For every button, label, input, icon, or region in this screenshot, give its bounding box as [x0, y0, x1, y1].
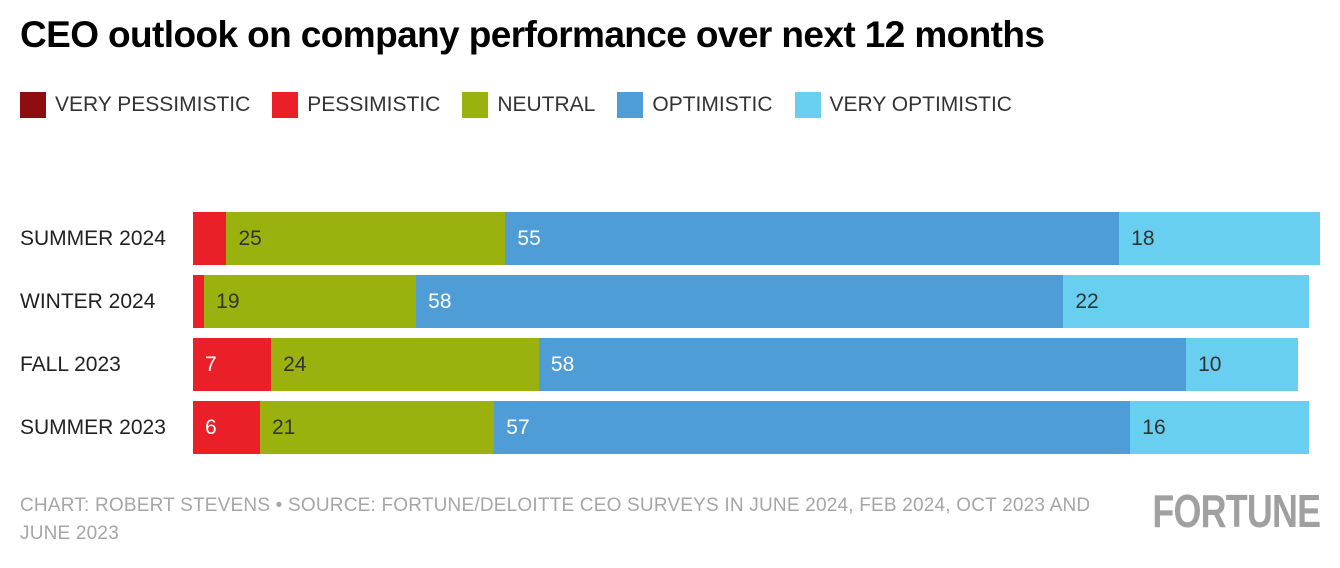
- bar-segment-very-optimistic: 22: [1063, 275, 1309, 328]
- bar-value-label: 10: [1198, 353, 1222, 376]
- footer: CHART: ROBERT STEVENS • SOURCE: FORTUNE/…: [20, 485, 1321, 547]
- chart-row-fall-2023: FALL 2023 7 24 58 10: [20, 338, 1320, 391]
- bar-segment-neutral: 19: [204, 275, 417, 328]
- legend-item-very-pessimistic: VERY PESSIMISTIC: [20, 92, 250, 118]
- legend-label: VERY PESSIMISTIC: [55, 93, 251, 116]
- stacked-bar: 25 55 18: [193, 212, 1320, 265]
- bar-segment-very-optimistic: 16: [1130, 401, 1309, 454]
- bar-track: 25 55 18: [193, 212, 1320, 265]
- bar-value-label: 21: [271, 416, 296, 439]
- bar-segment-neutral: 21: [259, 401, 495, 454]
- legend: VERY PESSIMISTIC PESSIMISTIC NEUTRAL OPTIMI…: [20, 92, 1034, 118]
- bar-value-label: 6: [205, 416, 217, 439]
- category-label: WINTER 2024: [20, 289, 156, 313]
- chart-row-summer-2024: SUMMER 2024 25 55 18: [20, 212, 1320, 265]
- category-label: SUMMER 2023: [20, 415, 166, 439]
- stacked-bar: 7 24 58 10: [193, 338, 1298, 391]
- legend-label: VERY OPTIMISTIC: [829, 93, 1012, 116]
- legend-item-very-optimistic: VERY OPTIMISTIC: [794, 92, 1012, 118]
- fortune-logo: FORTUNE: [1152, 485, 1321, 537]
- bar-value-label: 25: [238, 227, 262, 250]
- chart-row-winter-2024: WINTER 2024 19 58 22: [20, 275, 1320, 328]
- bar-segment-optimistic: 55: [505, 212, 1120, 265]
- bar-track: 19 58 22: [193, 275, 1320, 328]
- bar-value-label: 57: [506, 416, 530, 439]
- legend-item-pessimistic: PESSIMISTIC: [272, 92, 440, 118]
- legend-item-neutral: NEUTRAL: [462, 92, 595, 118]
- stacked-bar: 6 21 57 16: [193, 401, 1309, 454]
- bar-value-label: 19: [216, 290, 240, 313]
- legend-label: NEUTRAL: [497, 93, 596, 116]
- bar-segment-very-optimistic: 18: [1119, 212, 1320, 265]
- bar-segment-pessimistic: 7: [193, 338, 272, 391]
- bar-value-label: 7: [205, 353, 217, 376]
- bar-segment-neutral: 25: [226, 212, 506, 265]
- legend-swatch-icon: [617, 92, 644, 118]
- bar-value-label: 16: [1142, 416, 1166, 439]
- bar-segment-pessimistic: [193, 275, 205, 328]
- bar-segment-optimistic: 58: [538, 338, 1187, 391]
- legend-label: OPTIMISTIC: [652, 93, 773, 116]
- legend-swatch-icon: [20, 92, 46, 118]
- bar-segment-optimistic: 58: [416, 275, 1064, 328]
- chart-title: CEO outlook on company performance over …: [20, 14, 1045, 55]
- bar-segment-pessimistic: 6: [193, 401, 260, 454]
- credit-text: CHART: ROBERT STEVENS • SOURCE: FORTUNE/…: [20, 495, 1091, 544]
- legend-label: PESSIMISTIC: [307, 93, 441, 116]
- bar-segment-neutral: 24: [271, 338, 539, 391]
- bar-track: 6 21 57 16: [193, 401, 1320, 454]
- bar-segment-optimistic: 57: [494, 401, 1131, 454]
- bar-value-label: 58: [550, 353, 575, 376]
- bar-segment-pessimistic: [193, 212, 227, 265]
- bar-value-label: 58: [428, 290, 452, 313]
- stacked-bar-chart: SUMMER 2024 25 55 18 WINTER 2024 19 58 22 FALL 2…: [20, 212, 1320, 454]
- legend-swatch-icon: [462, 92, 489, 118]
- category-label: FALL 2023: [20, 352, 121, 376]
- category-label: SUMMER 2024: [20, 226, 166, 250]
- legend-swatch-icon: [794, 92, 821, 118]
- bar-value-label: 55: [517, 227, 541, 250]
- legend-swatch-icon: [272, 92, 299, 118]
- legend-item-optimistic: OPTIMISTIC: [617, 92, 773, 118]
- bar-value-label: 18: [1131, 227, 1155, 250]
- stacked-bar: 19 58 22: [193, 275, 1309, 328]
- bar-segment-very-optimistic: 10: [1186, 338, 1298, 391]
- bar-value-label: 24: [283, 353, 307, 376]
- bar-value-label: 22: [1075, 290, 1099, 313]
- chart-row-summer-2023: SUMMER 2023 6 21 57 16: [20, 401, 1320, 454]
- bar-track: 7 24 58 10: [193, 338, 1320, 391]
